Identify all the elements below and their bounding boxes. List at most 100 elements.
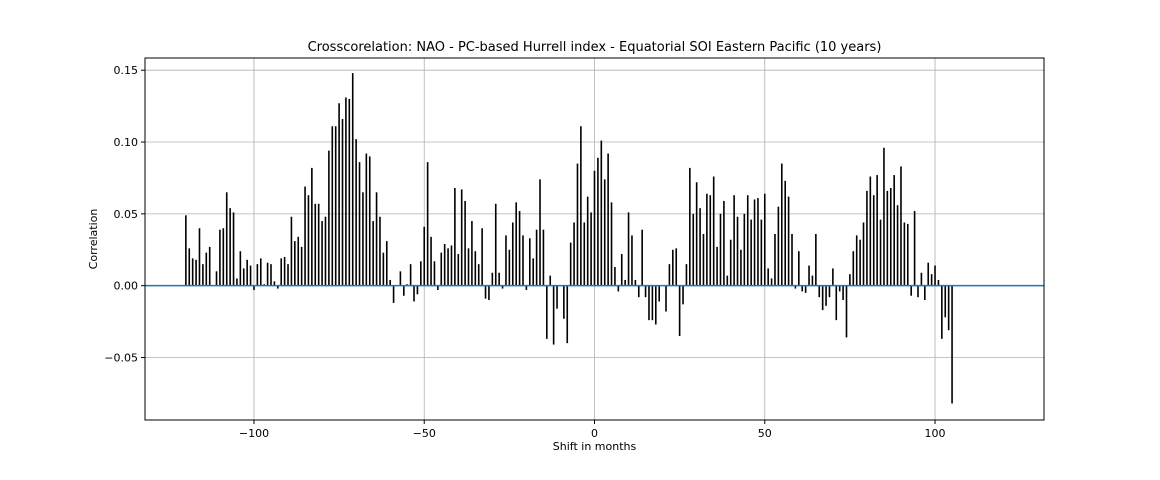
bar bbox=[556, 285, 558, 309]
bar bbox=[614, 267, 616, 286]
bar bbox=[259, 258, 262, 286]
bar bbox=[780, 163, 783, 286]
bar bbox=[910, 285, 912, 296]
bar bbox=[610, 202, 613, 286]
bar bbox=[886, 190, 889, 286]
bar bbox=[368, 156, 371, 286]
bar bbox=[723, 200, 725, 286]
bar bbox=[927, 262, 930, 286]
bar bbox=[675, 248, 678, 286]
bar bbox=[736, 216, 739, 286]
bar bbox=[242, 268, 245, 286]
bar bbox=[328, 150, 330, 286]
bar bbox=[430, 236, 432, 286]
bar bbox=[307, 195, 310, 286]
bar bbox=[832, 268, 834, 286]
bar bbox=[590, 212, 592, 286]
bar bbox=[345, 97, 347, 286]
bar bbox=[930, 274, 933, 286]
bar bbox=[743, 213, 746, 286]
bar bbox=[222, 228, 225, 286]
bar bbox=[862, 222, 865, 286]
bar bbox=[631, 235, 633, 286]
bar bbox=[290, 216, 293, 286]
bar bbox=[597, 157, 599, 286]
bar bbox=[225, 192, 228, 286]
bar bbox=[266, 262, 269, 286]
bar bbox=[889, 188, 892, 286]
bar bbox=[815, 233, 817, 286]
bar bbox=[270, 264, 272, 286]
bar bbox=[641, 229, 643, 286]
bar bbox=[787, 196, 790, 286]
bar bbox=[358, 162, 361, 286]
bar bbox=[437, 285, 439, 290]
bar bbox=[794, 285, 797, 289]
bar bbox=[409, 264, 412, 286]
bar bbox=[208, 246, 211, 286]
bar bbox=[215, 271, 218, 286]
bar bbox=[239, 251, 242, 286]
bar bbox=[920, 272, 923, 286]
y-tick-label: 0.00 bbox=[114, 280, 139, 293]
bar bbox=[195, 259, 197, 286]
bar bbox=[593, 170, 596, 286]
bar bbox=[474, 251, 477, 286]
bar bbox=[607, 153, 609, 286]
bar bbox=[362, 192, 364, 286]
bar bbox=[491, 272, 494, 286]
bar bbox=[229, 208, 231, 286]
bar bbox=[484, 285, 487, 299]
bar bbox=[951, 285, 953, 404]
bar bbox=[573, 222, 575, 286]
bar bbox=[651, 285, 654, 321]
bar bbox=[311, 167, 313, 286]
bar bbox=[716, 246, 718, 286]
bar bbox=[256, 264, 259, 286]
bar bbox=[246, 259, 248, 286]
bar bbox=[712, 176, 715, 286]
bar bbox=[828, 285, 831, 298]
bar bbox=[433, 261, 436, 286]
bar bbox=[338, 103, 340, 286]
bar bbox=[866, 190, 868, 286]
bar bbox=[382, 252, 385, 286]
bar bbox=[900, 166, 902, 286]
bar bbox=[379, 216, 381, 286]
bar bbox=[440, 252, 443, 286]
bar bbox=[375, 192, 378, 286]
y-tick-label: 0.15 bbox=[114, 64, 139, 77]
bar bbox=[460, 189, 463, 286]
bar bbox=[403, 285, 405, 296]
bar bbox=[944, 285, 947, 318]
bar bbox=[392, 285, 395, 303]
bar bbox=[525, 285, 528, 290]
bar bbox=[767, 268, 769, 286]
bar bbox=[811, 275, 814, 286]
x-tick-label: 0 bbox=[591, 427, 598, 440]
bar bbox=[719, 213, 722, 286]
bar bbox=[467, 248, 470, 286]
bar bbox=[471, 221, 473, 286]
bar bbox=[620, 254, 623, 286]
bar bbox=[280, 258, 283, 286]
bar bbox=[757, 198, 759, 286]
bar bbox=[447, 248, 449, 286]
bar bbox=[852, 251, 855, 286]
bar bbox=[624, 279, 626, 286]
x-axis-label: Shift in months bbox=[553, 440, 637, 453]
bar bbox=[903, 222, 906, 286]
y-tick-label: 0.10 bbox=[114, 136, 139, 149]
bar bbox=[546, 285, 548, 339]
bar bbox=[699, 208, 701, 286]
bar bbox=[294, 241, 296, 286]
bar bbox=[202, 264, 204, 286]
bar bbox=[505, 235, 507, 286]
bar bbox=[665, 285, 667, 312]
bar bbox=[569, 242, 572, 286]
bar bbox=[420, 261, 422, 286]
bar bbox=[522, 235, 524, 286]
bar bbox=[804, 285, 807, 293]
y-axis-label: Correlation bbox=[87, 209, 100, 270]
